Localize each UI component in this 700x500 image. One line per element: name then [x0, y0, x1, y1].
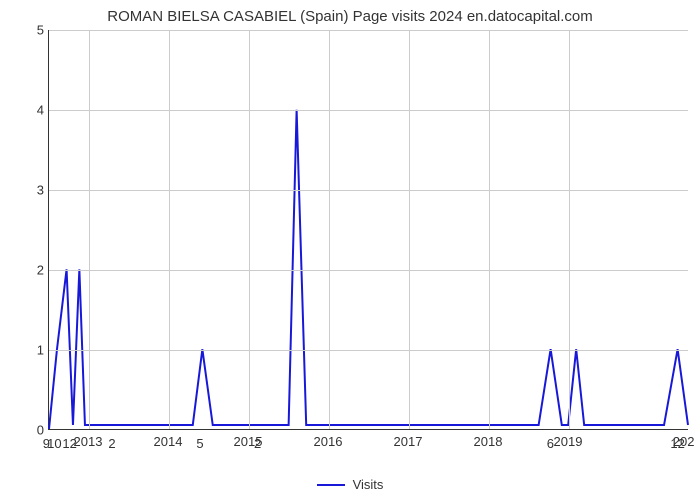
ytick-label: 1 — [4, 343, 44, 358]
data-point-label: 10 — [47, 436, 61, 451]
grid-line-h — [49, 270, 688, 271]
grid-line-v — [89, 30, 90, 429]
ytick-label: 3 — [4, 183, 44, 198]
grid-line-h — [49, 190, 688, 191]
grid-line-v — [489, 30, 490, 429]
xtick-label: 2017 — [394, 434, 423, 449]
data-point-label: 2 — [108, 436, 115, 451]
legend-swatch — [317, 484, 345, 486]
xtick-label: 2013 — [74, 434, 103, 449]
chart-title: ROMAN BIELSA CASABIEL (Spain) Page visit… — [0, 8, 700, 25]
ytick-label: 4 — [4, 103, 44, 118]
plot-area — [48, 30, 688, 430]
grid-line-v — [329, 30, 330, 429]
data-point-label: 5 — [196, 436, 203, 451]
xtick-label: 2019 — [554, 434, 583, 449]
grid-line-v — [249, 30, 250, 429]
grid-line-h — [49, 110, 688, 111]
grid-line-h — [49, 30, 688, 31]
xtick-label: 2018 — [474, 434, 503, 449]
data-point-label: 2 — [254, 436, 261, 451]
grid-line-v — [409, 30, 410, 429]
grid-line-v — [569, 30, 570, 429]
data-point-label: 12 — [670, 436, 684, 451]
line-chart — [49, 30, 688, 429]
ytick-label: 2 — [4, 263, 44, 278]
legend: Visits — [0, 476, 700, 492]
chart-container: ROMAN BIELSA CASABIEL (Spain) Page visit… — [0, 0, 700, 500]
grid-line-h — [49, 350, 688, 351]
legend-label: Visits — [353, 477, 384, 492]
grid-line-v — [169, 30, 170, 429]
data-point-label: 12 — [62, 436, 76, 451]
xtick-label: 2014 — [154, 434, 183, 449]
ytick-label: 5 — [4, 23, 44, 38]
xtick-label: 2016 — [314, 434, 343, 449]
ytick-label: 0 — [4, 423, 44, 438]
data-point-label: 6 — [547, 436, 554, 451]
